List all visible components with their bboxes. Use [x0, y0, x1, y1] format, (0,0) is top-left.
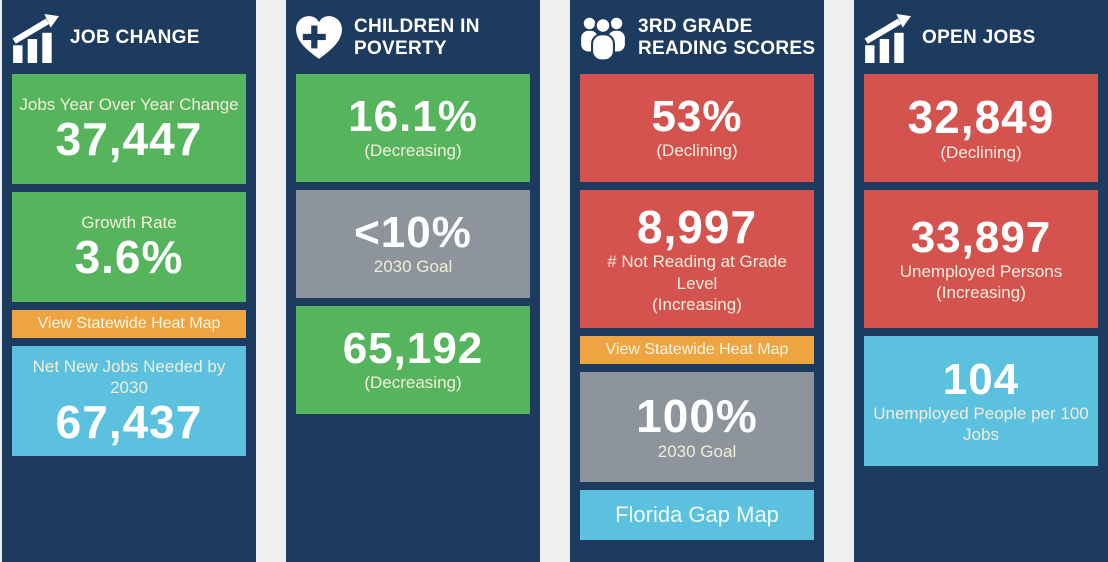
stat-value: 32,849 — [907, 91, 1055, 144]
stat-reading-score: 53% (Declining) — [580, 74, 814, 182]
heart-plus-icon — [294, 13, 344, 63]
card-title: OPEN JOBS — [922, 26, 1036, 48]
stat-sublabel: (Declining) — [940, 142, 1022, 162]
card-3rd-grade-reading-scores: 3RD GRADE READING SCORES 53% (Declining)… — [570, 0, 824, 562]
stat-value: <10% — [354, 208, 472, 258]
stat-sublabel: (Increasing) — [652, 294, 742, 314]
stat-poverty-rate: 16.1% (Decreasing) — [296, 74, 530, 182]
stat-value: 33,897 — [910, 212, 1052, 262]
stat-open-jobs: 32,849 (Declining) — [864, 74, 1098, 182]
view-statewide-heat-map-button[interactable]: View Statewide Heat Map — [580, 336, 814, 364]
card-children-in-poverty: CHILDREN IN POVERTY 16.1% (Decreasing) <… — [286, 0, 540, 562]
stat-value: 104 — [942, 354, 1020, 404]
button-label: Florida Gap Map — [615, 502, 779, 527]
stat-value: 8,997 — [636, 200, 758, 253]
stat-value: 37,447 — [55, 113, 203, 166]
stat-unemployed-per-100-jobs: 104 Unemployed People per 100 Jobs — [864, 336, 1098, 466]
stat-value: 67,437 — [55, 396, 203, 449]
stat-sublabel: (Declining) — [656, 141, 738, 161]
stat-label: Jobs Year Over Year Change — [19, 95, 239, 115]
stat-sublabel: # Not Reading at Grade Level — [607, 252, 787, 293]
stat-poverty-count: 65,192 (Decreasing) — [296, 306, 530, 414]
stat-value: 100% — [636, 390, 758, 443]
button-label: View Statewide Heat Map — [37, 315, 221, 332]
stat-label: Growth Rate — [81, 213, 177, 233]
stat-jobs-yoy-change: Jobs Year Over Year Change 37,447 — [12, 74, 246, 184]
card-title: JOB CHANGE — [70, 26, 200, 48]
stat-sublabel: Unemployed People per 100 Jobs — [873, 403, 1089, 445]
stat-label: Net New Jobs Needed by 2030 — [32, 356, 226, 397]
card-title: 3RD GRADE READING SCORES — [638, 15, 816, 59]
bar-chart-growth-icon — [862, 13, 912, 63]
bar-chart-growth-icon — [10, 13, 60, 63]
people-group-icon — [578, 13, 628, 63]
stat-sublabel: (Decreasing) — [364, 141, 462, 161]
card-open-jobs: OPEN JOBS 32,849 (Declining) 33,897 Unem… — [854, 0, 1108, 562]
children-in-poverty-header: CHILDREN IN POVERTY — [286, 0, 540, 74]
stat-growth-rate: Growth Rate 3.6% — [12, 192, 246, 302]
open-jobs-header: OPEN JOBS — [854, 0, 1108, 74]
stat-sublabel: Unemployed Persons — [899, 261, 1063, 281]
stat-sublabel: 2030 Goal — [373, 257, 453, 277]
stat-unemployed-persons: 33,897 Unemployed Persons (Increasing) — [864, 190, 1098, 328]
stat-reading-goal: 100% 2030 Goal — [580, 372, 814, 482]
stat-value: 16.1% — [348, 92, 478, 142]
view-statewide-heat-map-button[interactable]: View Statewide Heat Map — [12, 310, 246, 338]
stat-net-new-jobs: Net New Jobs Needed by 2030 67,437 — [12, 346, 246, 456]
stat-not-reading-count: 8,997 # Not Reading at Grade Level (Incr… — [580, 190, 814, 328]
reading-scores-header: 3RD GRADE READING SCORES — [570, 0, 824, 74]
card-title: CHILDREN IN POVERTY — [354, 15, 480, 59]
florida-gap-map-button[interactable]: Florida Gap Map — [580, 490, 814, 540]
stat-sublabel: (Decreasing) — [364, 373, 462, 393]
card-job-change: JOB CHANGE Jobs Year Over Year Change 37… — [2, 0, 256, 562]
stat-value: 53% — [651, 92, 743, 142]
job-change-header: JOB CHANGE — [2, 0, 256, 74]
stat-poverty-goal: <10% 2030 Goal — [296, 190, 530, 298]
stat-sublabel: (Increasing) — [936, 283, 1026, 303]
stat-value: 3.6% — [74, 231, 184, 284]
stat-value: 65,192 — [342, 324, 484, 374]
button-label: View Statewide Heat Map — [605, 341, 789, 358]
stat-sublabel: 2030 Goal — [657, 441, 737, 461]
